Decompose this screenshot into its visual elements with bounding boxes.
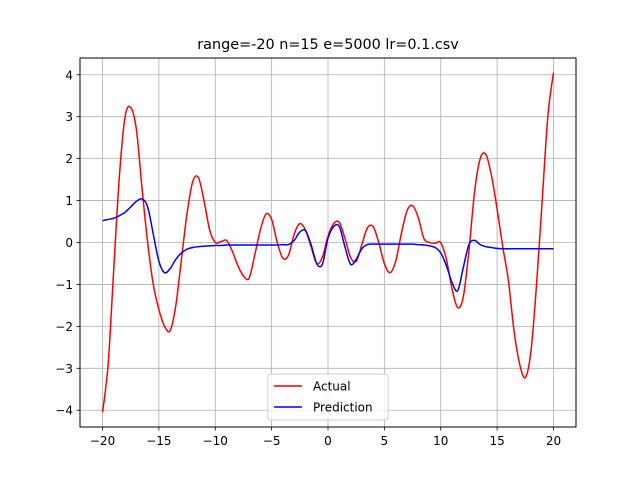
x-tick-label: 10	[433, 434, 448, 448]
legend: Actual Prediction	[267, 373, 389, 421]
x-tick-label: 15	[489, 434, 504, 448]
y-tick-label: 1	[65, 194, 73, 208]
chart-title: range=-20 n=15 e=5000 lr=0.1.csv	[197, 37, 459, 53]
y-tick-label: −1	[55, 278, 73, 292]
x-tick-label: 20	[546, 434, 561, 448]
x-tick-label: 0	[324, 434, 332, 448]
x-tick-label: 5	[381, 434, 389, 448]
y-tick-label: −4	[55, 404, 73, 418]
y-axis: −4 −3 −2 −1 0 1 2 3 4	[55, 68, 80, 418]
y-tick-label: 3	[65, 110, 73, 124]
y-tick-label: 0	[65, 236, 73, 250]
y-tick-label: −2	[55, 320, 73, 334]
legend-label: Prediction	[313, 401, 373, 415]
x-axis: −20 −15 −10 −5 0 5 10 15 20	[90, 427, 561, 448]
x-tick-label: −5	[263, 434, 281, 448]
y-tick-label: 2	[65, 152, 73, 166]
plot-lines	[101, 72, 555, 413]
y-tick-label: 4	[65, 68, 73, 82]
legend-label: Actual	[313, 380, 351, 394]
y-tick-label: −3	[55, 362, 73, 376]
x-tick-label: −10	[203, 434, 228, 448]
series-line-prediction	[102, 197, 554, 292]
x-tick-label: −15	[146, 434, 171, 448]
x-tick-label: −20	[90, 434, 115, 448]
